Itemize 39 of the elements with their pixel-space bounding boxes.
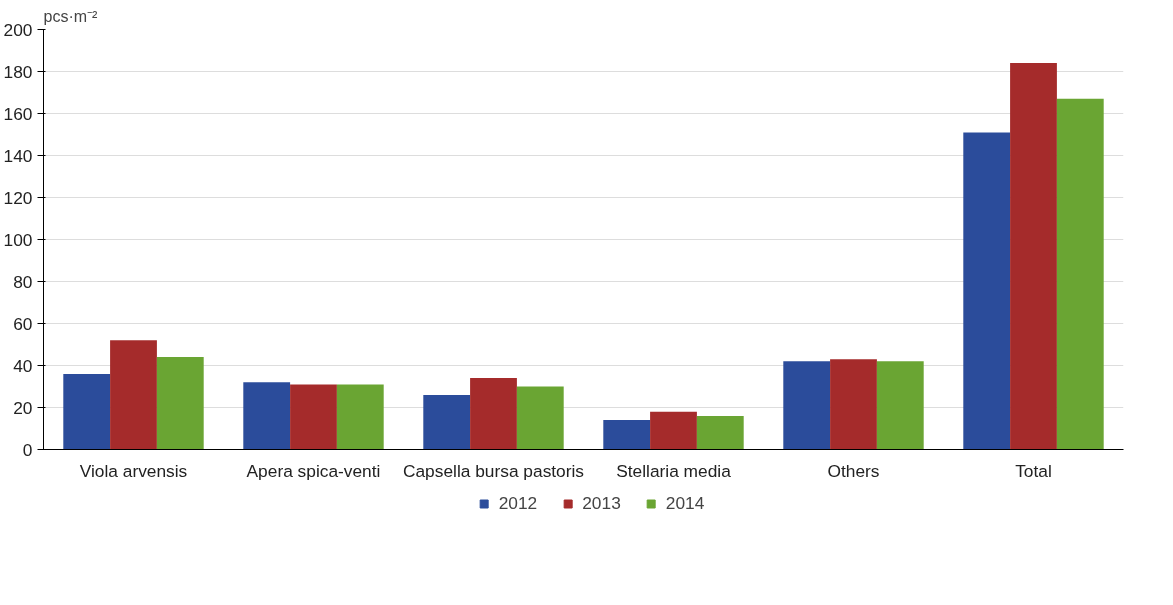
legend-label: 2012: [498, 492, 538, 514]
x-tick-label: Viola arvensis: [79, 460, 188, 481]
x-tick-label: Others: [827, 460, 880, 481]
x-tick-label: Total: [1015, 460, 1052, 481]
y-tick-label: 180: [3, 61, 33, 82]
bar: [603, 420, 651, 450]
bar: [650, 411, 697, 450]
bar: [1056, 98, 1104, 450]
y-tick-label: 160: [3, 103, 33, 124]
bar: [783, 361, 831, 450]
y-tick-label: 140: [3, 145, 33, 166]
y-tick-label: 20: [13, 397, 33, 418]
bar: [290, 384, 337, 450]
bar: [876, 361, 924, 450]
x-tick-label: Capsella bursa pastoris: [402, 460, 585, 481]
y-tick-label: 0: [22, 439, 33, 460]
bar: [243, 382, 291, 450]
bar: [963, 132, 1011, 450]
bar: [1010, 63, 1057, 450]
y-tick-label: 60: [13, 313, 33, 334]
bar: [696, 415, 744, 450]
legend-label: 2013: [582, 492, 621, 514]
y-tick-label: 80: [13, 271, 33, 292]
y-tick-label: 40: [13, 355, 33, 376]
bar: [516, 386, 564, 450]
bar: [110, 340, 157, 450]
legend-label: 2014: [665, 492, 705, 514]
bar: [336, 384, 384, 450]
bar: [156, 357, 204, 450]
bar: [470, 378, 517, 450]
y-tick-label: 120: [3, 187, 33, 208]
y-tick-label: 100: [3, 229, 33, 250]
bar: [830, 359, 877, 450]
x-tick-label: Stellaria media: [616, 460, 732, 481]
bar: [63, 373, 111, 450]
bar: [423, 394, 471, 450]
y-axis-title: pcs·m⁻²: [43, 7, 99, 25]
x-tick-label: Apera spica-venti: [246, 460, 381, 481]
y-tick-label: 200: [3, 19, 33, 40]
